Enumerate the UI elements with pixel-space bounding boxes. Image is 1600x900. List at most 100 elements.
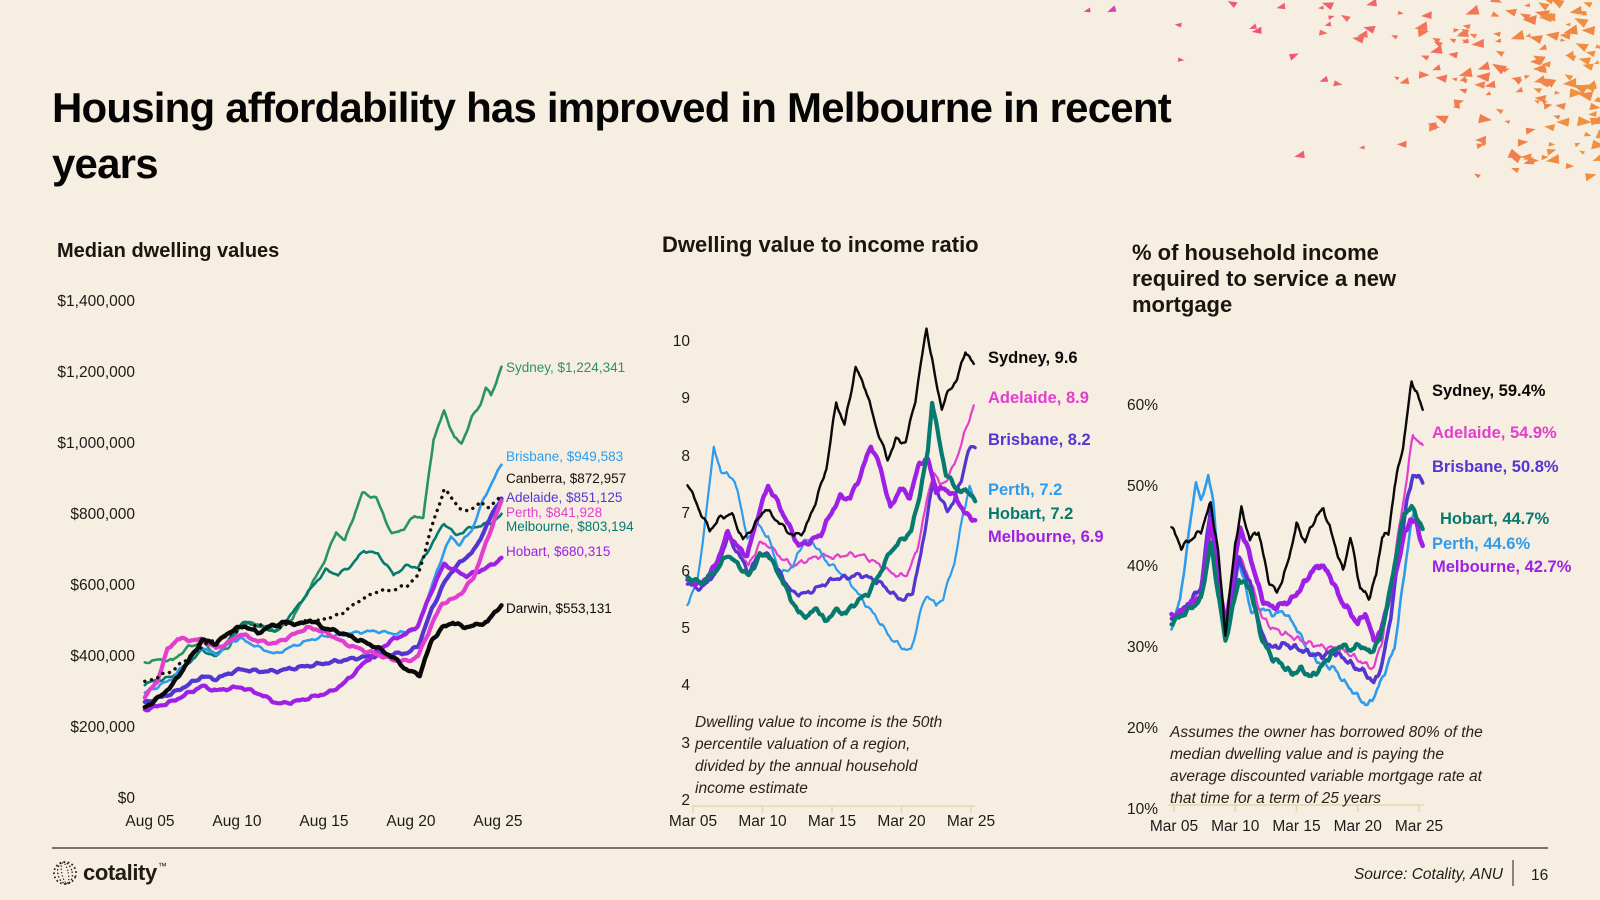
triangle-decoration (1560, 38, 1566, 42)
line-hobart (1169, 503, 1425, 679)
triangle-decoration (1462, 38, 1470, 44)
series-label-perth: Perth, $841,928 (506, 505, 603, 520)
triangle-decoration (1519, 13, 1531, 21)
triangle-decoration (1460, 79, 1468, 84)
triangle-decoration (1511, 76, 1522, 83)
triangle-decoration (1399, 77, 1410, 84)
triangle-decoration (1542, 100, 1548, 105)
triangle-decoration (1352, 35, 1365, 44)
triangle-decoration (1396, 140, 1407, 148)
triangle-decoration (1227, 1, 1238, 8)
triangle-decoration (1593, 97, 1600, 103)
triangle-decoration (1490, 0, 1502, 3)
triangle-decoration (1541, 154, 1549, 161)
y-tick-label: 6 (681, 562, 690, 580)
line-sydney (686, 327, 975, 541)
x-tick-label: Mar 20 (877, 813, 926, 830)
triangle-decoration (1545, 31, 1560, 41)
triangle-decoration (1553, 115, 1561, 120)
triangle-decoration (1556, 117, 1570, 127)
line-adelaide (142, 496, 504, 705)
x-tick-label: Mar 15 (1272, 818, 1321, 835)
series-label-adelaide: Adelaide, 8.9 (988, 389, 1089, 407)
page-number: 16 (1531, 867, 1549, 884)
triangle-decoration (1559, 32, 1571, 40)
triangle-decoration (1510, 29, 1525, 40)
line-brisbane (685, 445, 977, 602)
triangle-decoration (1595, 44, 1600, 49)
triangle-decoration (1477, 61, 1490, 70)
triangle-decoration (1474, 173, 1481, 179)
triangle-decoration (1542, 78, 1557, 88)
triangle-decoration (1575, 43, 1589, 52)
x-tick-label: Mar 10 (1211, 818, 1260, 835)
series-label-perth: Perth, 7.2 (988, 481, 1063, 499)
triangle-decoration (1512, 77, 1523, 85)
triangle-decoration (1505, 8, 1518, 17)
series-label-sydney: Sydney, 59.4% (1432, 382, 1546, 400)
y-tick-label: 30% (1126, 639, 1158, 657)
triangle-decoration (1533, 64, 1546, 73)
triangle-decoration (1458, 67, 1473, 77)
triangle-decoration (1461, 28, 1470, 35)
line-hobart (142, 555, 504, 713)
trademark-symbol: ™ (157, 861, 167, 871)
triangle-decoration (1593, 60, 1600, 65)
x-tick-label: Mar 25 (1394, 818, 1444, 835)
line-melbourne (685, 444, 978, 587)
triangle-decoration (1480, 142, 1487, 146)
triangle-decoration (1551, 0, 1565, 9)
triangle-decoration (1393, 76, 1400, 81)
series-label-melbourne: Melbourne, $803,194 (506, 519, 634, 534)
x-tick-label: Mar 05 (1149, 818, 1199, 835)
line-hobart (685, 400, 978, 624)
triangle-decoration (1592, 154, 1600, 161)
triangle-decoration (1461, 39, 1469, 44)
triangle-decoration (1452, 103, 1460, 109)
triangle-decoration (1459, 88, 1468, 94)
footnote-dwelling-value-to-income: Dwelling value to income is the 50th per… (695, 714, 943, 797)
triangle-decoration (1555, 102, 1566, 110)
triangle-decoration (1432, 37, 1441, 44)
triangle-decoration (1524, 75, 1531, 80)
triangle-decoration (1494, 38, 1502, 43)
y-tick-label: 9 (681, 390, 690, 408)
y-tick-label: $0 (117, 790, 135, 807)
triangle-decoration (1582, 83, 1597, 93)
triangle-decoration (1569, 88, 1584, 98)
series-label-brisbane: Brisbane, 8.2 (988, 431, 1091, 449)
triangle-decoration (1578, 11, 1587, 16)
triangle-decoration (1503, 68, 1510, 73)
triangle-decoration (1594, 96, 1600, 101)
triangle-decoration (1538, 67, 1547, 73)
triangle-decoration (1538, 78, 1550, 86)
triangle-decoration (1572, 84, 1588, 95)
y-tick-label: 3 (681, 734, 690, 752)
triangle-decoration (1397, 10, 1404, 15)
triangle-decoration (1321, 2, 1335, 10)
triangle-decoration (1449, 38, 1457, 44)
triangle-decoration (1545, 0, 1554, 5)
line-adelaide (1170, 434, 1424, 671)
triangle-decoration (1083, 7, 1091, 13)
triangle-decoration (1530, 57, 1542, 66)
triangle-decoration (1589, 117, 1600, 126)
triangle-decoration (1340, 14, 1351, 22)
triangle-decoration (1576, 116, 1592, 127)
triangle-decoration (1546, 149, 1557, 156)
y-tick-label: 60% (1126, 397, 1158, 414)
y-tick-label: 2 (681, 792, 690, 810)
triangle-decoration (1585, 173, 1597, 182)
y-tick-label: $400,000 (70, 648, 135, 665)
triangle-decoration (1534, 75, 1545, 84)
triangle-decoration (1543, 13, 1556, 22)
triangle-decoration (1583, 131, 1592, 137)
x-tick-label: Aug 10 (212, 813, 262, 830)
triangle-decoration (1544, 124, 1556, 132)
y-tick-label: $600,000 (70, 577, 135, 594)
triangle-decoration (1532, 55, 1546, 65)
triangle-decoration (1562, 78, 1577, 88)
brand-logo: cotality ™ (50, 858, 167, 888)
triangle-decoration (1366, 0, 1377, 7)
triangle-decoration (1538, 12, 1553, 23)
